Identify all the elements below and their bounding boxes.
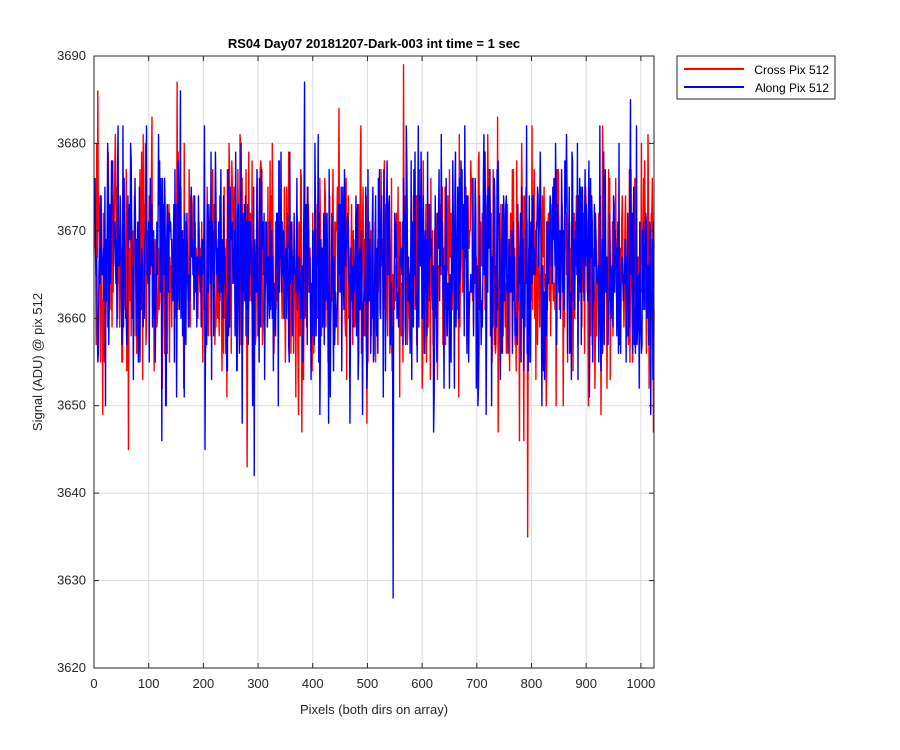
x-tick-label: 500	[357, 676, 379, 691]
x-axis-label: Pixels (both dirs on array)	[300, 702, 448, 717]
x-tick-label: 800	[521, 676, 543, 691]
x-tick-label: 900	[575, 676, 597, 691]
y-tick-label: 3690	[57, 48, 86, 63]
plot-box	[93, 55, 655, 669]
x-tick-label: 300	[247, 676, 269, 691]
y-tick-label: 3630	[57, 573, 86, 588]
legend: Cross Pix 512 Along Pix 512	[676, 55, 836, 100]
y-tick-label: 3680	[57, 135, 86, 150]
y-tick-label: 3660	[57, 310, 86, 325]
y-axis-label: Signal (ADU) @ pix 512	[30, 293, 45, 431]
x-tick-label: 600	[411, 676, 433, 691]
chart-title: RS04 Day07 20181207-Dark-003 int time = …	[228, 36, 520, 51]
legend-box	[676, 55, 836, 100]
x-tick-label: 400	[302, 676, 324, 691]
y-tick-label: 3620	[57, 660, 86, 675]
y-tick-label: 3670	[57, 223, 86, 238]
y-tick-label: 3640	[57, 485, 86, 500]
series-lines	[93, 64, 655, 599]
y-tick-label: 3650	[57, 398, 86, 413]
x-tick-label: 100	[138, 676, 160, 691]
x-tick-label: 200	[193, 676, 215, 691]
x-tick-label: 700	[466, 676, 488, 691]
legend-label-cross: Cross Pix 512	[754, 63, 829, 77]
legend-label-along: Along Pix 512	[755, 81, 829, 95]
series-line-along-pix-512	[93, 81, 655, 599]
axis-ticks: 0 100 200 300 400 500 600 700 800 900 1000 3620 3630…	[57, 48, 655, 691]
x-tick-label: 1000	[626, 676, 655, 691]
x-tick-label: 0	[90, 676, 97, 691]
